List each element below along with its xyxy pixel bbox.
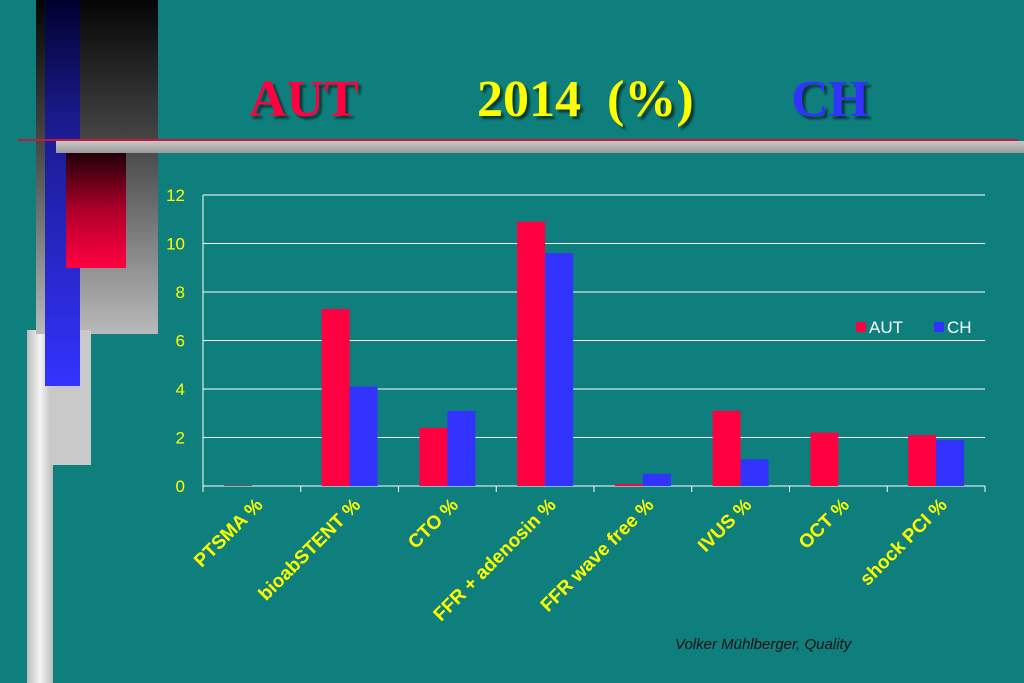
x-category-label: bioabSTENT % bbox=[255, 495, 365, 605]
slide-title: AUT 2014 (%) CH bbox=[180, 70, 960, 140]
y-tick-label: 4 bbox=[176, 380, 185, 399]
footer-credit: Volker Mühlberger, Quality bbox=[675, 636, 852, 653]
legend-swatch-aut bbox=[856, 322, 866, 332]
bar-ch bbox=[936, 439, 965, 486]
bar-ch bbox=[740, 459, 769, 486]
y-tick-label: 10 bbox=[166, 235, 185, 254]
bar-aut bbox=[614, 484, 643, 486]
y-tick-label: 8 bbox=[176, 283, 185, 302]
legend-label-ch: CH bbox=[947, 318, 972, 337]
x-category-label: OCT % bbox=[795, 495, 854, 554]
y-tick-label: 12 bbox=[166, 186, 185, 205]
decor-bar-red bbox=[66, 153, 126, 268]
legend-label-aut: AUT bbox=[869, 318, 903, 337]
bar-ch bbox=[545, 253, 574, 486]
title-year: 2014 (%) bbox=[477, 71, 694, 128]
decor-bar-gray-strip bbox=[56, 141, 1024, 153]
x-category-label: shock PCI % bbox=[856, 495, 952, 591]
bar-aut bbox=[712, 410, 741, 486]
x-category-label: CTO % bbox=[404, 495, 463, 554]
bar-aut bbox=[810, 432, 839, 486]
bar-aut bbox=[321, 308, 350, 486]
x-category-label: PTSMA % bbox=[190, 495, 267, 572]
decor-bar-white bbox=[27, 330, 53, 683]
title-ch: CH bbox=[791, 71, 869, 128]
bar-ch bbox=[349, 386, 378, 486]
title-underline bbox=[18, 139, 1018, 141]
bar-aut bbox=[517, 221, 546, 487]
y-tick-label: 0 bbox=[176, 477, 185, 496]
bar-aut bbox=[908, 435, 937, 486]
bar-aut bbox=[419, 427, 448, 486]
y-tick-label: 6 bbox=[176, 332, 185, 351]
bar-ch bbox=[447, 410, 476, 486]
title-aut: AUT bbox=[249, 71, 359, 128]
x-category-label: IVUS % bbox=[694, 495, 756, 557]
legend-swatch-ch bbox=[934, 322, 944, 332]
y-tick-label: 2 bbox=[176, 429, 185, 448]
bar-ch bbox=[642, 473, 671, 486]
